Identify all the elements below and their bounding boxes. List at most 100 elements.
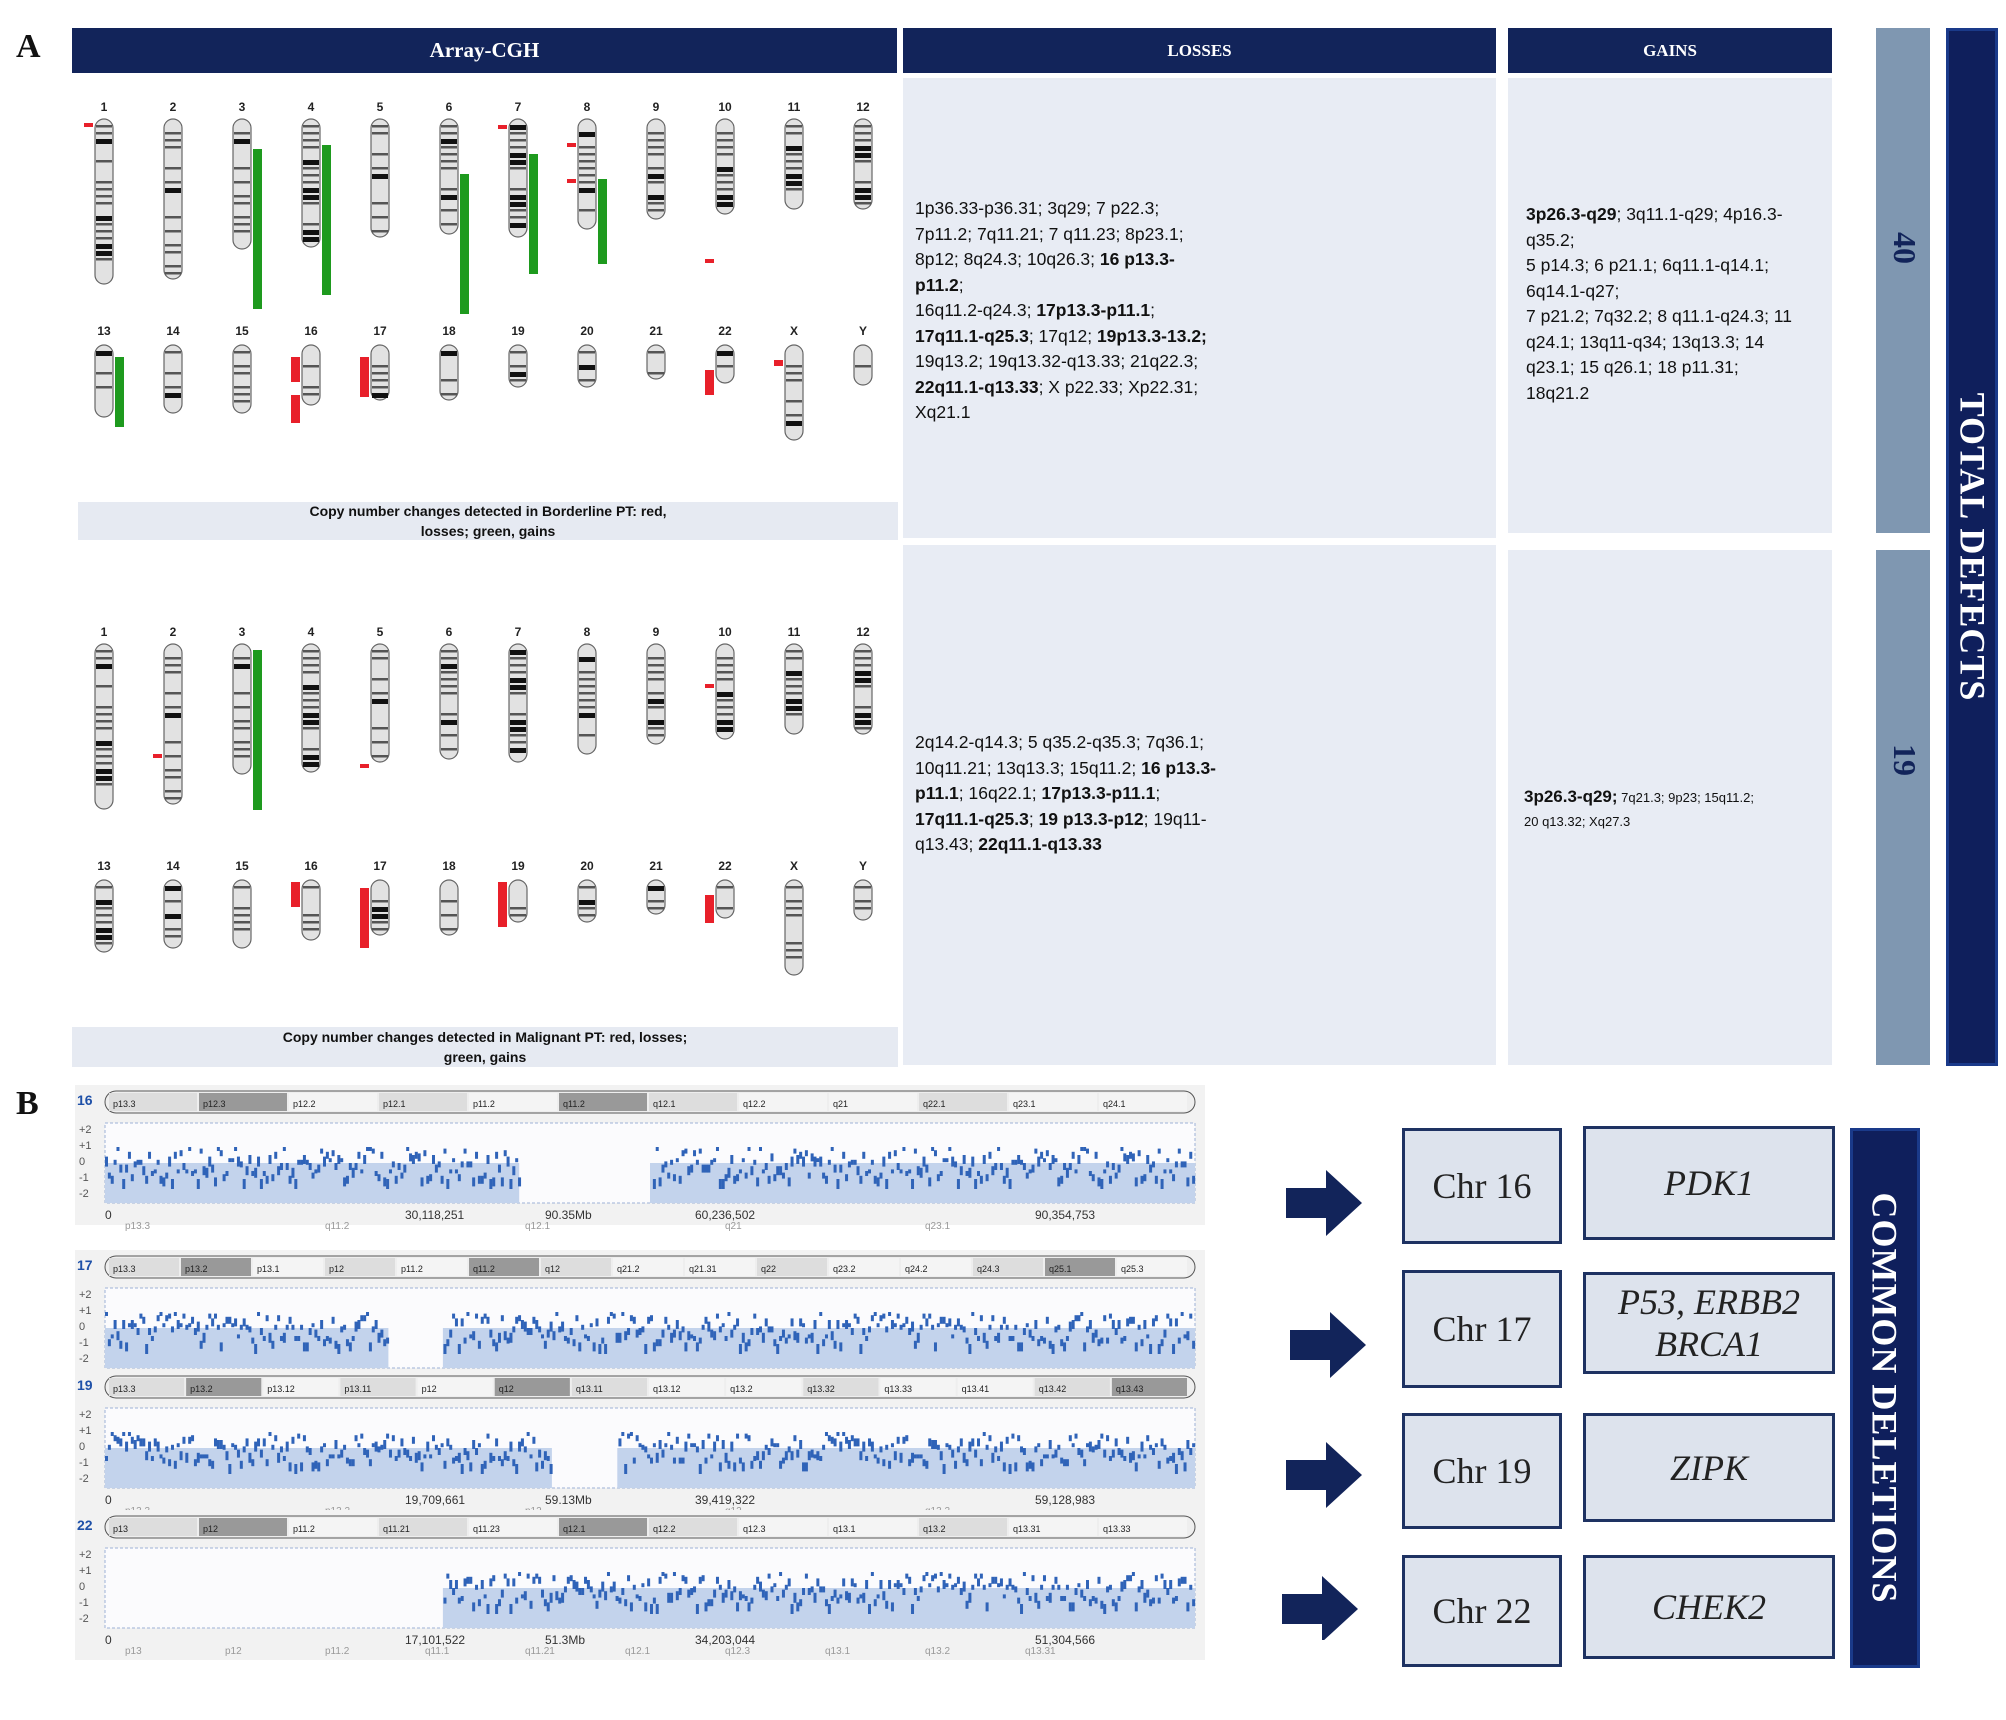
data-point xyxy=(773,1174,777,1182)
data-point xyxy=(1126,1575,1130,1582)
band-label: q13.1 xyxy=(833,1524,856,1534)
data-point xyxy=(532,1576,536,1584)
data-point xyxy=(127,1432,131,1436)
data-point xyxy=(698,1464,702,1474)
band xyxy=(510,748,526,753)
band xyxy=(579,671,595,674)
data-point xyxy=(925,1164,929,1173)
band xyxy=(372,386,388,389)
band xyxy=(919,1518,1007,1536)
data-point xyxy=(130,1320,134,1329)
data-point xyxy=(153,1438,157,1447)
band xyxy=(441,160,457,163)
band-label: p12 xyxy=(329,1264,344,1274)
band xyxy=(441,188,457,191)
data-point xyxy=(489,1578,493,1587)
gains-header: GAINS xyxy=(1508,28,1832,73)
band xyxy=(855,664,871,667)
y-tick: 0 xyxy=(79,1156,85,1168)
data-point xyxy=(888,1151,892,1159)
chromosome xyxy=(439,643,459,760)
band xyxy=(786,685,802,688)
data-point xyxy=(888,1312,892,1316)
data-point xyxy=(868,1438,871,1447)
data-point xyxy=(572,1580,576,1589)
data-point xyxy=(916,1454,920,1459)
cnv-plot-16: 16 p13.3 p12.3 p12.2 p12.1 p11.2 q11.2 q12.1 q12… xyxy=(75,1085,1205,1232)
data-point xyxy=(153,1169,157,1174)
chromosome xyxy=(853,344,873,386)
data-point xyxy=(480,1464,484,1474)
data-point xyxy=(449,1169,453,1174)
gene-box-p53: P53, ERBB2 BRCA1 xyxy=(1583,1272,1835,1374)
data-point xyxy=(538,1326,542,1333)
band-label: q13.2 xyxy=(923,1524,946,1534)
chromosome-number: 17 xyxy=(373,859,387,873)
data-point xyxy=(1051,1155,1055,1164)
data-point xyxy=(116,1436,120,1444)
band xyxy=(579,900,595,905)
data-point xyxy=(824,1175,828,1184)
chromosome-number: 6 xyxy=(446,100,453,114)
data-point xyxy=(509,1604,513,1614)
data-point xyxy=(434,1444,438,1450)
band xyxy=(372,167,388,170)
band xyxy=(510,692,526,695)
chromosome xyxy=(784,643,804,735)
data-point xyxy=(543,1451,547,1461)
data-point xyxy=(638,1443,642,1448)
chromosome-number: 14 xyxy=(166,324,180,338)
data-point xyxy=(417,1451,421,1461)
band xyxy=(855,181,871,184)
data-point xyxy=(492,1456,496,1461)
band xyxy=(559,1518,647,1536)
data-point xyxy=(274,1151,278,1159)
list-segment: 16 p13.3- xyxy=(1141,757,1216,778)
data-point xyxy=(205,1454,209,1459)
band xyxy=(303,699,319,702)
data-point xyxy=(928,1438,932,1447)
data-point xyxy=(208,1459,212,1467)
data-point xyxy=(1017,1435,1021,1442)
chromosome-number: Y xyxy=(859,859,867,873)
band xyxy=(303,762,319,767)
data-point xyxy=(142,1316,146,1324)
data-point xyxy=(483,1172,487,1179)
data-point xyxy=(1071,1320,1075,1329)
chromosome xyxy=(301,879,321,941)
band xyxy=(973,1258,1043,1276)
data-point xyxy=(885,1444,889,1450)
data-point xyxy=(518,1315,522,1322)
data-point xyxy=(1108,1456,1112,1461)
band xyxy=(1099,1518,1187,1536)
data-point xyxy=(345,1175,349,1184)
data-point xyxy=(672,1572,676,1576)
data-point xyxy=(1131,1316,1135,1324)
data-point xyxy=(236,1156,240,1167)
chromosome-body xyxy=(439,879,459,936)
data-point xyxy=(317,1462,321,1472)
data-point xyxy=(1163,1580,1167,1589)
data-point xyxy=(845,1174,849,1182)
data-point xyxy=(446,1179,450,1189)
data-point xyxy=(323,1443,326,1448)
data-point xyxy=(1149,1599,1153,1607)
data-point xyxy=(761,1332,765,1343)
band xyxy=(649,1518,737,1536)
band-label: q25.3 xyxy=(1121,1264,1144,1274)
data-point xyxy=(475,1151,479,1159)
data-point xyxy=(297,1433,301,1439)
band xyxy=(96,720,112,723)
loss-mark xyxy=(567,143,576,147)
data-point xyxy=(1146,1334,1150,1339)
data-point xyxy=(715,1313,719,1319)
list-segment: ; xyxy=(1028,808,1039,829)
data-point xyxy=(1054,1576,1058,1584)
data-point xyxy=(776,1166,780,1176)
data-point xyxy=(850,1328,854,1335)
data-point xyxy=(701,1324,705,1330)
data-point xyxy=(156,1441,160,1452)
data-point xyxy=(701,1440,705,1449)
data-point xyxy=(380,1151,384,1159)
data-point xyxy=(1140,1339,1144,1347)
